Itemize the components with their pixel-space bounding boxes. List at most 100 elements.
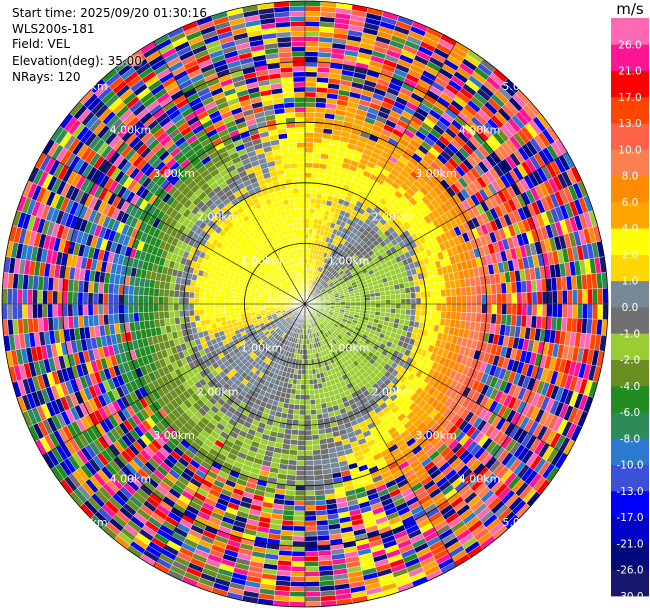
ppi-cell (304, 445, 313, 451)
ppi-cell (375, 295, 381, 301)
ppi-cell (516, 303, 523, 316)
ppi-cell (304, 384, 310, 391)
ppi-cell (304, 152, 314, 158)
ppi-cell (360, 297, 366, 302)
ppi-cell (304, 46, 319, 53)
ppi-cell (405, 309, 412, 316)
ppi-cell (602, 303, 609, 321)
ppi-cell (294, 399, 301, 406)
ppi-cell (304, 10, 321, 17)
ppi-cell (476, 294, 482, 305)
ppi-cell (304, 399, 311, 406)
ppi-cell (304, 465, 314, 471)
ppi-cell (292, 525, 306, 532)
ppi-cell (541, 303, 548, 317)
ppi-cell (299, 409, 306, 416)
ppi-cell (304, 192, 311, 199)
ppi-cell (304, 116, 315, 123)
ppi-cell (313, 474, 324, 481)
ppi-cell (536, 303, 543, 317)
ppi-cell (370, 300, 376, 305)
ppi-cell (304, 394, 311, 401)
ppi-cell (409, 314, 416, 322)
ppi-cell (283, 499, 295, 506)
ppi-cell (315, 198, 322, 205)
ppi-cell (304, 41, 319, 47)
ppi-cell (304, 132, 315, 138)
ppi-cells (1, 0, 609, 608)
ppi-cell (491, 293, 498, 305)
ppi-cell (410, 309, 417, 316)
ppi-cell (374, 291, 381, 297)
ppi-cell (310, 414, 318, 421)
ppi-cell (556, 290, 563, 305)
ppi-cell (380, 295, 386, 301)
ppi-cell (475, 312, 482, 323)
ppi-cell (304, 81, 317, 88)
ppi-cell (592, 288, 599, 305)
ppi-cell (556, 303, 563, 318)
ppi-cell (495, 313, 502, 325)
ppi-cell (291, 545, 306, 552)
ppi-cell (476, 303, 482, 314)
ppi-cell (304, 470, 315, 476)
ppi-cell (450, 287, 457, 297)
ppi-cell (410, 298, 417, 305)
ppi-cell (304, 157, 313, 163)
ppi-cell (301, 359, 306, 365)
ppi-cell (287, 464, 297, 471)
ppi-cell (304, 21, 320, 27)
ppi-cell (410, 292, 417, 299)
ppi-cell (405, 292, 412, 299)
ppi-cell (304, 409, 311, 416)
ppi-cell (295, 475, 306, 481)
ppi-cell (304, 106, 316, 113)
ppi-cell (315, 403, 322, 410)
ppi-cell (294, 495, 306, 502)
ppi-cell (304, 147, 314, 153)
ppi-cell (294, 500, 306, 507)
ppi-cell (516, 292, 523, 305)
ppi-cell (380, 303, 386, 309)
ppi-cell (572, 289, 578, 305)
ppi-cell (298, 419, 306, 426)
ppi-cell (562, 303, 568, 318)
ppi-cell (430, 296, 437, 305)
ppi-cell (314, 398, 322, 405)
ppi-cell (350, 298, 356, 302)
ppi-cell (455, 311, 462, 321)
ppi-cell (461, 295, 467, 305)
ppi-cell (311, 162, 320, 169)
ppi-cell (400, 303, 407, 310)
ppi-cell (379, 291, 386, 297)
ppi-cell (304, 490, 316, 497)
ppi-cell (597, 288, 604, 305)
ppi-cell (304, 510, 317, 517)
ppi-cell (531, 303, 538, 317)
ppi-cell (375, 307, 381, 313)
ppi-cell (304, 233, 309, 239)
ppi-cell (521, 292, 528, 305)
ppi-cell (304, 212, 310, 219)
ppi-cell (450, 311, 457, 321)
ppi-cell (582, 303, 588, 319)
ppi-cell (300, 379, 306, 385)
ppi-cell (310, 404, 317, 411)
ppi-cell (313, 127, 324, 134)
ppi-cell (430, 303, 437, 312)
ppi-cell (471, 294, 477, 305)
ppi-cell (297, 445, 306, 451)
ppi-cell (511, 303, 518, 316)
ppi-cell (304, 389, 310, 396)
ppi-cell (546, 290, 553, 305)
ppi-cell (466, 303, 472, 313)
ppi-cell (312, 378, 318, 385)
ppi-cell (304, 434, 313, 441)
ppi-cell (420, 297, 427, 305)
ppi-cell (304, 223, 310, 229)
ppi-cell (312, 373, 318, 380)
ppi-cell (313, 459, 323, 466)
ppi-cell (440, 310, 447, 319)
ppi-cell (286, 413, 294, 420)
ppi-cell (288, 398, 296, 405)
